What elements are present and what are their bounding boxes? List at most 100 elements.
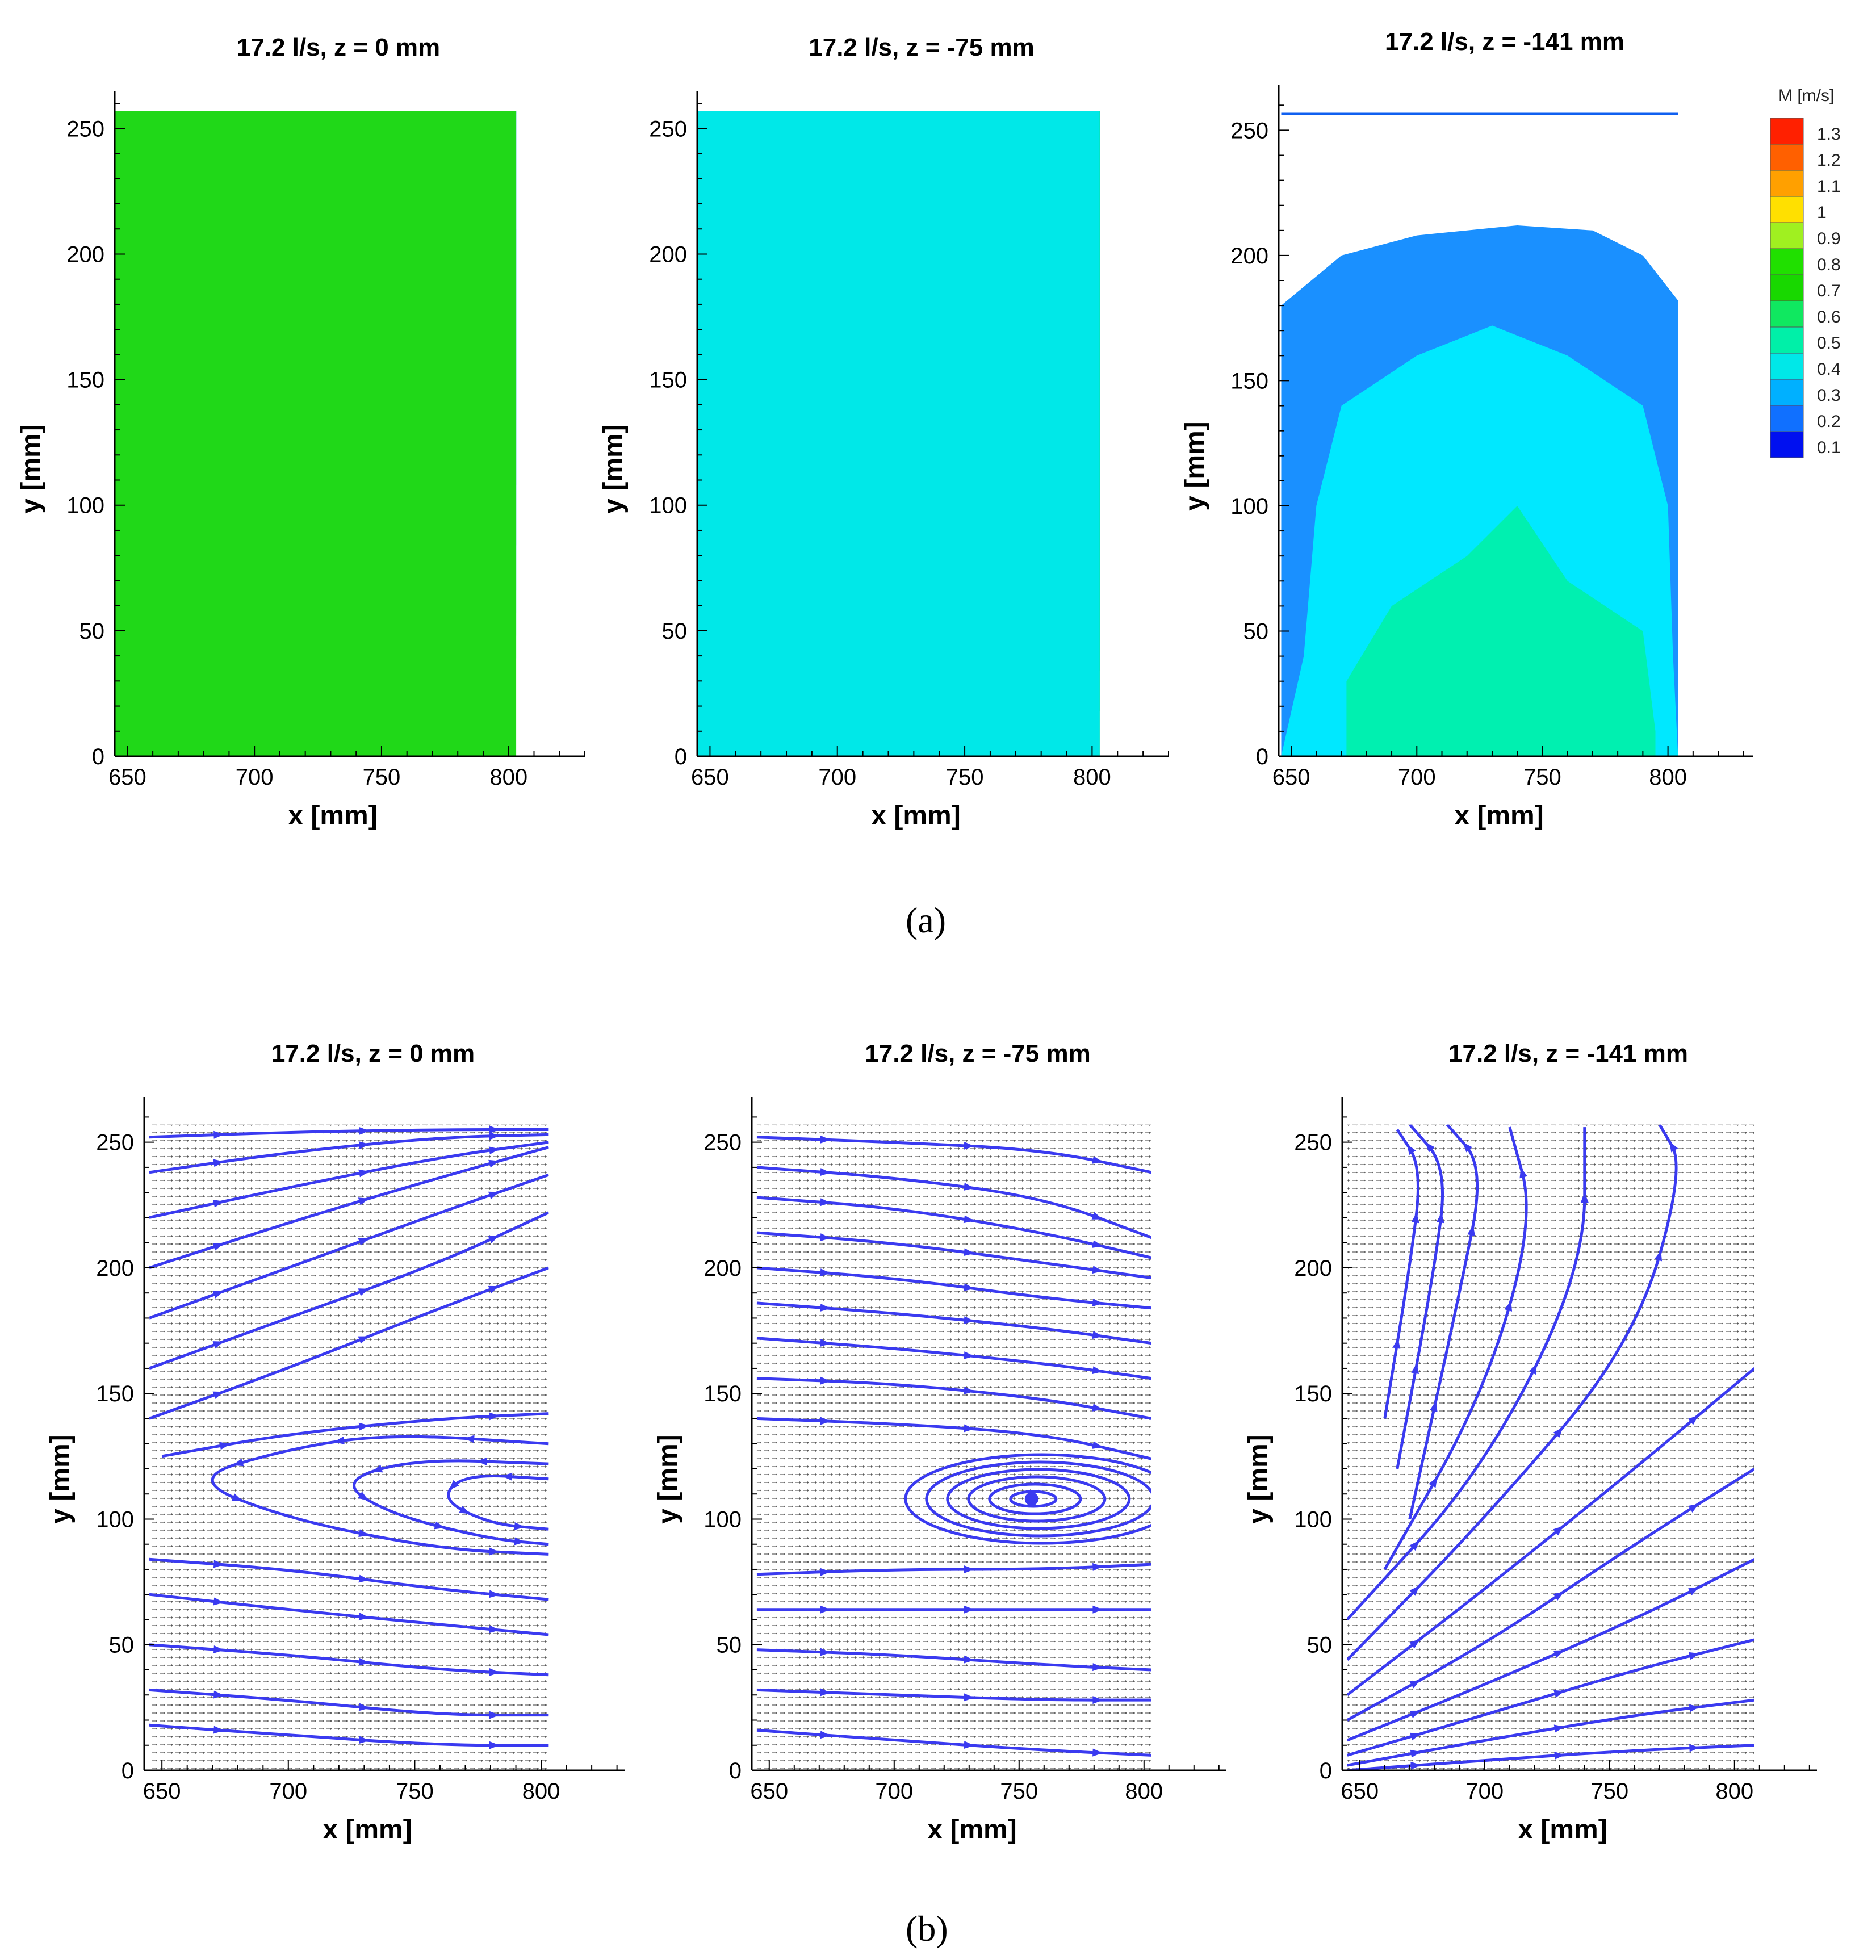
streamline-arrow (1553, 1526, 1564, 1536)
streamline-1 (756, 1166, 1152, 1239)
contour-region-0 (1281, 112, 1678, 115)
y-tick-label: 0 (1320, 1758, 1332, 1783)
y-axis-label: y [mm] (1243, 1434, 1274, 1523)
streamline-arrow (964, 1565, 974, 1573)
legend-swatch (1770, 118, 1804, 145)
caption-a: (a) (906, 900, 946, 940)
streamline-arrow (358, 1336, 369, 1344)
x-tick-label: 700 (875, 1779, 913, 1804)
streamline-arrow (1688, 1415, 1699, 1425)
streamline-4 (1347, 1127, 1586, 1621)
x-tick-label: 650 (108, 765, 146, 790)
x-tick-label: 700 (818, 765, 856, 790)
x-axis-label: x [mm] (1454, 801, 1543, 831)
streamline-arrow (1554, 1752, 1565, 1760)
x-axis-label: x [mm] (1518, 1815, 1607, 1845)
caption-b: (b) (906, 1908, 948, 1949)
streamline-arrow (489, 1412, 500, 1421)
streamline-arrow (489, 1625, 500, 1634)
streamline-arrow (1092, 1366, 1103, 1375)
streamline-arrow (1688, 1652, 1700, 1660)
streamline-arrow (358, 1529, 370, 1538)
streamline-arrow (449, 1480, 459, 1490)
streamline-arrow (1092, 1331, 1103, 1339)
y-tick-label: 50 (662, 619, 688, 644)
streamline-arrow (1429, 1477, 1438, 1488)
streamline-arrow (212, 1391, 224, 1399)
y-tick-label: 50 (79, 619, 105, 644)
streamline-arrow (213, 1199, 224, 1208)
x-tick-label: 750 (1000, 1779, 1038, 1804)
streamline-13 (149, 1643, 549, 1677)
y-tick-label: 150 (649, 368, 687, 393)
streamline-arrow (358, 1574, 370, 1583)
y-axis-label: y [mm] (598, 424, 629, 513)
vector-field (1347, 1124, 1754, 1770)
streamline-arrow (1553, 1427, 1563, 1438)
streamline-arrow (333, 1437, 345, 1444)
streamline-6 (149, 1266, 549, 1420)
streamline-arrow (1436, 1212, 1444, 1224)
streamline-arrow (964, 1424, 974, 1433)
streamline-arrow (820, 1688, 831, 1697)
x-axis-label: x [mm] (323, 1815, 412, 1845)
legend-level-label: 0.5 (1817, 334, 1841, 353)
streamline-arrow (820, 1417, 831, 1425)
streamline-arrow (1519, 1167, 1527, 1179)
streamline-arrow (1462, 1142, 1472, 1153)
streamline-arrow (1410, 1761, 1421, 1770)
streamline-arrow (820, 1731, 831, 1739)
streamline-arrow (358, 1657, 370, 1666)
panels: 650 700 750 800 0 50 100 150 200 250 17.2 l/s, z =… (16, 28, 1817, 1845)
legend-level-label: 0.2 (1817, 412, 1841, 431)
streamline-11 (1347, 1744, 1755, 1770)
streamline-0 (756, 1136, 1152, 1174)
streamline-arrow (464, 1435, 475, 1443)
legend-level-label: 1.3 (1817, 125, 1841, 144)
y-tick-label: 150 (66, 368, 104, 393)
vortex-ring (946, 1468, 1131, 1530)
y-tick-label: 250 (649, 116, 687, 141)
streamline-arrow (213, 1726, 224, 1734)
streamline-arrow (964, 1316, 974, 1324)
streamline-arrow (964, 1741, 974, 1749)
x-axis-label: x [mm] (288, 801, 377, 831)
streamline-13 (756, 1728, 1152, 1757)
streamline-arrow (358, 1197, 370, 1205)
streamline-arrow (1091, 1212, 1103, 1220)
y-tick-label: 50 (717, 1633, 742, 1658)
x-tick-label: 700 (269, 1779, 307, 1804)
y-axis-label: y [mm] (16, 424, 46, 513)
streamline-arrow (1689, 1704, 1700, 1712)
plot-area (697, 111, 1100, 756)
streamline-7 (161, 1412, 549, 1458)
x-axis-label: x [mm] (871, 801, 960, 831)
streamline-arrow (963, 1183, 974, 1191)
streamline-arrow (964, 1141, 974, 1150)
streamline-arrow (233, 1458, 244, 1467)
legend-swatch (1770, 431, 1804, 458)
streamline-4 (149, 1173, 549, 1320)
streamline-arrow (488, 1159, 500, 1168)
legend-level-label: 0.3 (1817, 386, 1841, 405)
streamline-arrow (1467, 1225, 1475, 1236)
y-tick-label: 50 (1243, 619, 1269, 644)
streamline-arrow (1092, 1663, 1103, 1672)
streamline-8 (211, 1435, 549, 1556)
streamline-6 (756, 1337, 1152, 1380)
streamline-arrow (963, 1248, 974, 1257)
streamline-arrow (489, 1711, 500, 1719)
legend-swatch (1770, 353, 1804, 380)
streamline-arrow (1411, 1363, 1419, 1375)
streamline-arrow (213, 1690, 224, 1699)
legend-swatch (1770, 379, 1804, 406)
streamline-arrow (1430, 1401, 1438, 1412)
plot-area (756, 1124, 1152, 1770)
y-tick-label: 100 (96, 1507, 134, 1532)
streamline-0 (1383, 1129, 1419, 1419)
streamline-arrow (489, 1741, 500, 1749)
y-tick-label: 250 (66, 116, 104, 141)
streamline-arrow (1409, 1680, 1421, 1689)
x-tick-label: 650 (1341, 1779, 1379, 1804)
